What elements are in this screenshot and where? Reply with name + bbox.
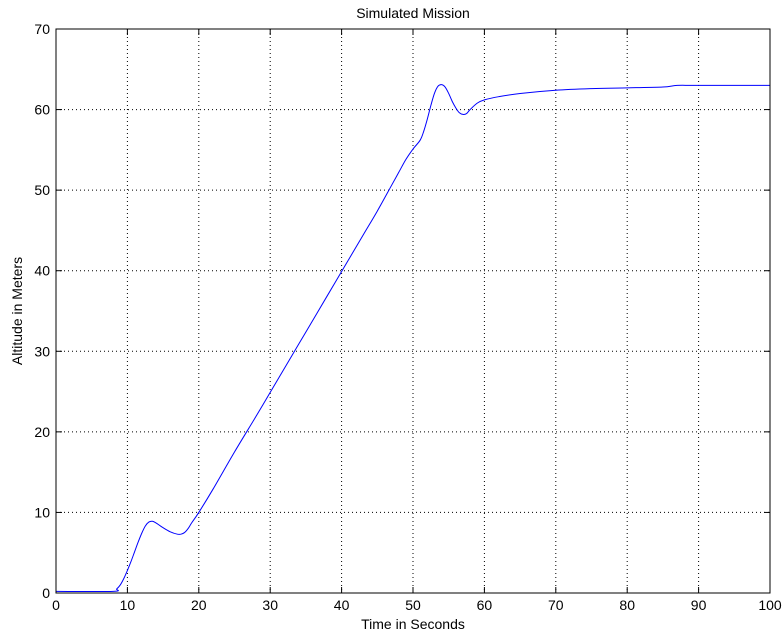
x-tick-label: 10 (120, 597, 136, 613)
y-tick-label: 10 (34, 504, 50, 520)
y-tick-label: 50 (34, 182, 50, 198)
plot-area (56, 29, 770, 593)
x-tick-label: 90 (691, 597, 707, 613)
plot-frame (55, 28, 771, 594)
y-axis-title: Altitude in Meters (9, 257, 25, 365)
grid (56, 29, 770, 593)
y-axis-ticks: 0 10 20 30 40 50 60 70 (34, 21, 770, 601)
y-tick-label: 20 (34, 424, 50, 440)
series-line (55, 84, 770, 593)
x-tick-label: 0 (52, 597, 60, 613)
y-tick-label: 40 (34, 263, 50, 279)
x-axis-ticks: 0 10 20 30 40 50 60 70 80 90 100 (52, 29, 782, 613)
y-tick-label: 0 (42, 585, 50, 601)
chart-title: Simulated Mission (356, 5, 470, 21)
x-tick-label: 70 (548, 597, 564, 613)
y-tick-label: 30 (34, 343, 50, 359)
x-tick-label: 100 (758, 597, 782, 613)
y-tick-label: 60 (34, 102, 50, 118)
x-tick-label: 60 (477, 597, 493, 613)
y-tick-label: 70 (34, 21, 50, 37)
x-tick-label: 50 (405, 597, 421, 613)
x-tick-label: 40 (334, 597, 350, 613)
x-tick-label: 20 (191, 597, 207, 613)
x-tick-label: 30 (262, 597, 278, 613)
x-tick-label: 80 (619, 597, 635, 613)
x-axis-title: Time in Seconds (361, 616, 465, 632)
